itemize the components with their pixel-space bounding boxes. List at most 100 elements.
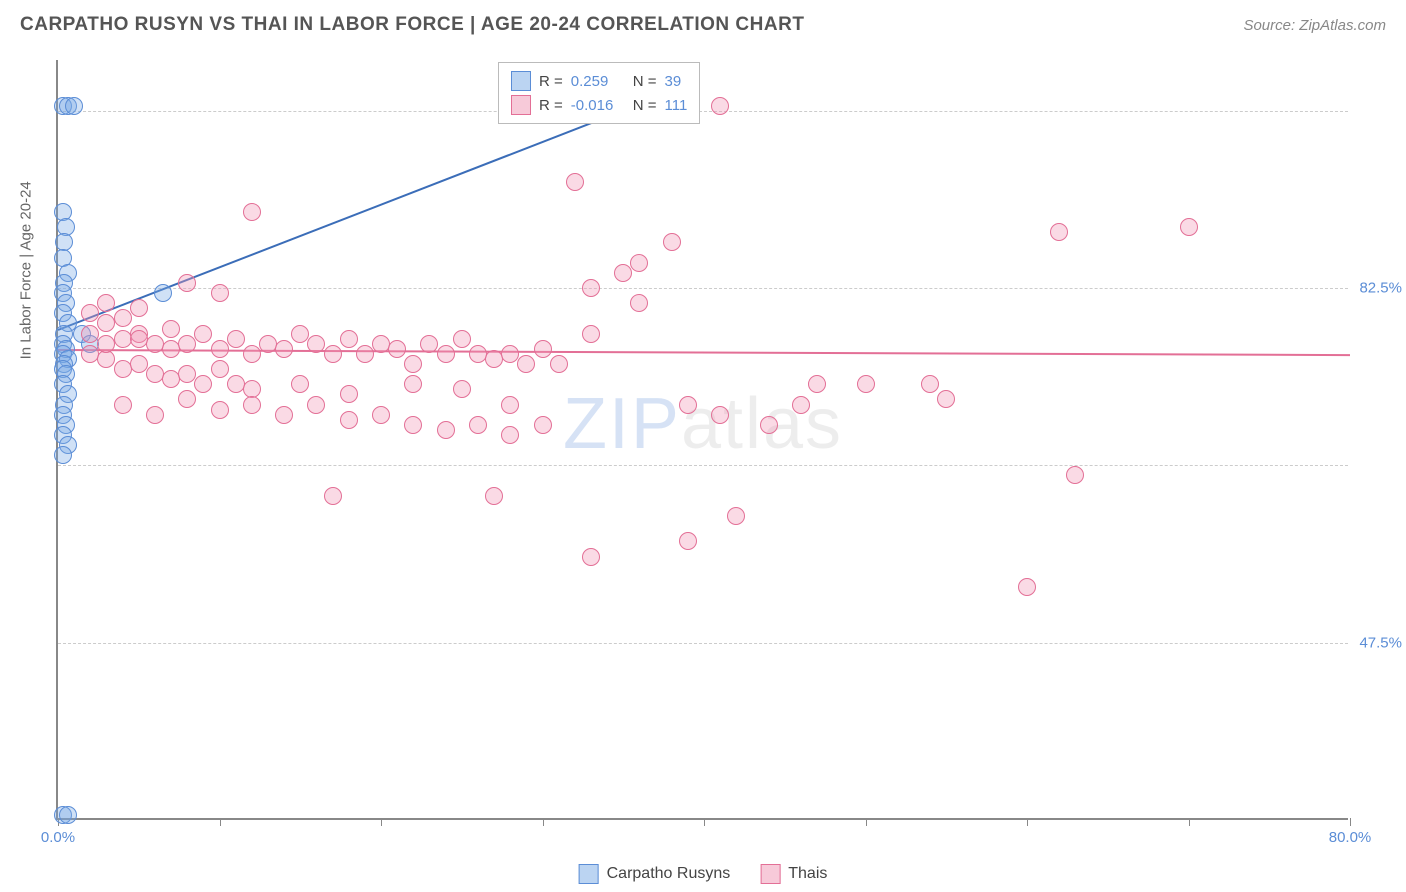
x-tick-label: 0.0% [41, 829, 75, 846]
gridline [58, 288, 1348, 289]
data-point [178, 335, 196, 353]
data-point [97, 294, 115, 312]
gridline [58, 111, 1348, 112]
data-point [517, 355, 535, 373]
data-point [154, 284, 172, 302]
data-point [630, 254, 648, 272]
legend-label: Carpatho Rusyns [607, 865, 731, 883]
data-point [340, 385, 358, 403]
data-point [404, 355, 422, 373]
y-axis-label: In Labor Force | Age 20-24 [18, 181, 35, 359]
data-point [1050, 223, 1068, 241]
y-tick-label: 82.5% [1352, 280, 1402, 297]
data-point [114, 396, 132, 414]
x-tick [381, 818, 382, 826]
data-point [582, 548, 600, 566]
data-point [324, 487, 342, 505]
data-point [81, 325, 99, 343]
data-point [178, 365, 196, 383]
y-tick-label: 47.5% [1352, 634, 1402, 651]
data-point [211, 401, 229, 419]
x-tick [1027, 818, 1028, 826]
data-point [243, 345, 261, 363]
data-point [275, 340, 293, 358]
data-point [59, 806, 77, 824]
data-point [388, 340, 406, 358]
legend-r-value: -0.016 [571, 97, 625, 114]
data-point [404, 375, 422, 393]
data-point [1180, 218, 1198, 236]
x-tick [704, 818, 705, 826]
x-tick [1350, 818, 1351, 826]
data-point [324, 345, 342, 363]
data-point [582, 325, 600, 343]
data-point [420, 335, 438, 353]
data-point [291, 325, 309, 343]
data-point [534, 416, 552, 434]
data-point [404, 416, 422, 434]
data-point [114, 309, 132, 327]
legend-row: R =0.259N =39 [511, 69, 687, 93]
data-point [97, 335, 115, 353]
data-point [211, 284, 229, 302]
data-point [501, 426, 519, 444]
legend-swatch [511, 71, 531, 91]
data-point [211, 340, 229, 358]
gridline [58, 643, 1348, 644]
x-tick [543, 818, 544, 826]
data-point [550, 355, 568, 373]
data-point [437, 421, 455, 439]
data-point [453, 380, 471, 398]
x-tick [1189, 818, 1190, 826]
data-point [857, 375, 875, 393]
data-point [485, 487, 503, 505]
data-point [437, 345, 455, 363]
data-point [760, 416, 778, 434]
data-point [372, 406, 390, 424]
legend-r-label: R = [539, 73, 563, 90]
x-tick-label: 80.0% [1329, 829, 1372, 846]
data-point [453, 330, 471, 348]
trend-line [58, 90, 672, 330]
data-point [178, 390, 196, 408]
watermark-zip: ZIP [563, 384, 681, 464]
legend-n-label: N = [633, 73, 657, 90]
data-point [566, 173, 584, 191]
data-point [178, 274, 196, 292]
x-tick [866, 818, 867, 826]
data-point [937, 390, 955, 408]
data-point [275, 406, 293, 424]
data-point [194, 375, 212, 393]
data-point [469, 416, 487, 434]
chart-container: CARPATHO RUSYN VS THAI IN LABOR FORCE | … [0, 0, 1406, 892]
legend-swatch [579, 864, 599, 884]
data-point [501, 345, 519, 363]
data-point [81, 304, 99, 322]
chart-title: CARPATHO RUSYN VS THAI IN LABOR FORCE | … [20, 14, 804, 36]
data-point [65, 97, 83, 115]
legend-n-value: 111 [665, 97, 688, 114]
legend-n-value: 39 [665, 73, 682, 90]
data-point [808, 375, 826, 393]
data-point [307, 335, 325, 353]
data-point [194, 325, 212, 343]
x-tick [220, 818, 221, 826]
legend-label: Thais [788, 865, 827, 883]
data-point [130, 355, 148, 373]
data-point [54, 446, 72, 464]
data-point [921, 375, 939, 393]
data-point [711, 406, 729, 424]
data-point [792, 396, 810, 414]
legend-swatch [511, 95, 531, 115]
data-point [630, 294, 648, 312]
data-point [211, 360, 229, 378]
data-point [291, 375, 309, 393]
data-point [711, 97, 729, 115]
data-point [162, 320, 180, 338]
legend-item: Carpatho Rusyns [579, 864, 731, 884]
gridline [58, 465, 1348, 466]
data-point [1018, 578, 1036, 596]
source-label: Source: ZipAtlas.com [1243, 17, 1386, 34]
data-point [534, 340, 552, 358]
header: CARPATHO RUSYN VS THAI IN LABOR FORCE | … [0, 0, 1406, 46]
